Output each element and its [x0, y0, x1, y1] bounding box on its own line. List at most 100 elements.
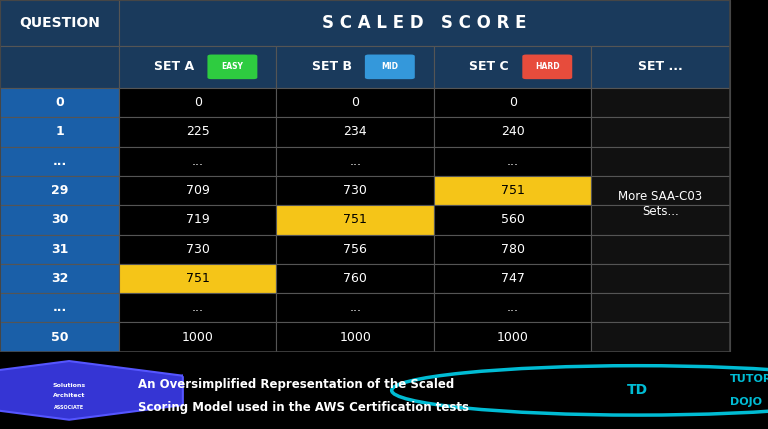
FancyBboxPatch shape [119, 293, 276, 323]
Text: 730: 730 [186, 243, 210, 256]
FancyBboxPatch shape [434, 88, 591, 117]
Text: DOJO: DOJO [730, 397, 762, 407]
FancyBboxPatch shape [591, 235, 730, 264]
Text: 29: 29 [51, 184, 68, 197]
Text: 709: 709 [186, 184, 210, 197]
FancyBboxPatch shape [207, 54, 257, 79]
Text: QUESTION: QUESTION [19, 16, 100, 30]
FancyBboxPatch shape [276, 176, 434, 205]
Text: 751: 751 [186, 272, 210, 285]
Text: 240: 240 [501, 125, 525, 139]
FancyBboxPatch shape [0, 88, 119, 117]
Text: TUTORIALS: TUTORIALS [730, 374, 768, 384]
FancyBboxPatch shape [434, 117, 591, 147]
Text: 730: 730 [343, 184, 367, 197]
FancyBboxPatch shape [591, 147, 730, 176]
Text: S C A L E D   S C O R E: S C A L E D S C O R E [322, 14, 527, 32]
FancyBboxPatch shape [434, 147, 591, 176]
FancyBboxPatch shape [119, 264, 276, 293]
FancyBboxPatch shape [119, 176, 276, 205]
FancyBboxPatch shape [276, 205, 434, 235]
FancyBboxPatch shape [276, 147, 434, 176]
Text: ...: ... [52, 155, 67, 168]
Text: 780: 780 [501, 243, 525, 256]
FancyBboxPatch shape [119, 147, 276, 176]
FancyBboxPatch shape [591, 264, 730, 293]
Text: 751: 751 [343, 213, 367, 227]
Text: Architect: Architect [53, 393, 85, 398]
Text: EASY: EASY [221, 62, 243, 71]
FancyBboxPatch shape [276, 293, 434, 323]
FancyBboxPatch shape [119, 323, 276, 352]
Text: SET ...: SET ... [638, 60, 683, 73]
FancyBboxPatch shape [0, 235, 119, 264]
FancyBboxPatch shape [434, 46, 591, 88]
FancyBboxPatch shape [434, 235, 591, 264]
Text: 31: 31 [51, 243, 68, 256]
Text: SET A: SET A [154, 60, 194, 73]
Text: 747: 747 [501, 272, 525, 285]
FancyBboxPatch shape [591, 323, 730, 352]
FancyBboxPatch shape [0, 0, 119, 46]
Text: 0: 0 [351, 96, 359, 109]
Text: 1: 1 [55, 125, 64, 139]
FancyBboxPatch shape [119, 235, 276, 264]
Text: Solutions: Solutions [52, 383, 86, 388]
FancyBboxPatch shape [0, 264, 119, 293]
Text: 0: 0 [194, 96, 202, 109]
FancyBboxPatch shape [591, 293, 730, 323]
Text: 560: 560 [501, 213, 525, 227]
FancyBboxPatch shape [591, 176, 730, 205]
Text: 760: 760 [343, 272, 367, 285]
FancyBboxPatch shape [119, 117, 276, 147]
Text: 1000: 1000 [497, 331, 528, 344]
Text: SET B: SET B [312, 60, 352, 73]
FancyBboxPatch shape [365, 54, 415, 79]
Text: ...: ... [507, 155, 518, 168]
Text: ...: ... [349, 155, 361, 168]
Text: SET C: SET C [469, 60, 509, 73]
FancyBboxPatch shape [0, 176, 119, 205]
Text: ...: ... [507, 301, 518, 314]
Text: 30: 30 [51, 213, 68, 227]
FancyBboxPatch shape [591, 205, 730, 235]
Text: More SAA-C03
Sets...: More SAA-C03 Sets... [618, 190, 703, 218]
Text: 719: 719 [186, 213, 210, 227]
FancyBboxPatch shape [119, 46, 276, 88]
FancyBboxPatch shape [0, 46, 119, 88]
Text: ...: ... [192, 301, 204, 314]
Text: 1000: 1000 [182, 331, 214, 344]
FancyBboxPatch shape [434, 264, 591, 293]
Text: 234: 234 [343, 125, 367, 139]
Text: HARD: HARD [535, 62, 560, 71]
Text: 225: 225 [186, 125, 210, 139]
Text: 0: 0 [55, 96, 64, 109]
FancyBboxPatch shape [591, 117, 730, 147]
FancyBboxPatch shape [276, 323, 434, 352]
FancyBboxPatch shape [119, 0, 730, 46]
FancyBboxPatch shape [276, 88, 434, 117]
Text: 1000: 1000 [339, 331, 371, 344]
FancyBboxPatch shape [119, 205, 276, 235]
FancyBboxPatch shape [591, 46, 730, 88]
FancyBboxPatch shape [0, 293, 119, 323]
FancyBboxPatch shape [0, 205, 119, 235]
FancyBboxPatch shape [276, 264, 434, 293]
FancyBboxPatch shape [276, 117, 434, 147]
FancyBboxPatch shape [434, 176, 591, 205]
Text: ...: ... [349, 301, 361, 314]
FancyBboxPatch shape [522, 54, 572, 79]
Text: 32: 32 [51, 272, 68, 285]
FancyBboxPatch shape [0, 323, 119, 352]
Text: ...: ... [52, 301, 67, 314]
Text: 756: 756 [343, 243, 367, 256]
FancyBboxPatch shape [0, 147, 119, 176]
FancyBboxPatch shape [434, 323, 591, 352]
Text: TD: TD [627, 384, 648, 397]
Text: MID: MID [382, 62, 399, 71]
Text: An Oversimplified Representation of the Scaled: An Oversimplified Representation of the … [138, 378, 455, 391]
Text: 751: 751 [501, 184, 525, 197]
Text: ASSOCIATE: ASSOCIATE [54, 405, 84, 410]
Polygon shape [0, 361, 183, 420]
FancyBboxPatch shape [0, 117, 119, 147]
